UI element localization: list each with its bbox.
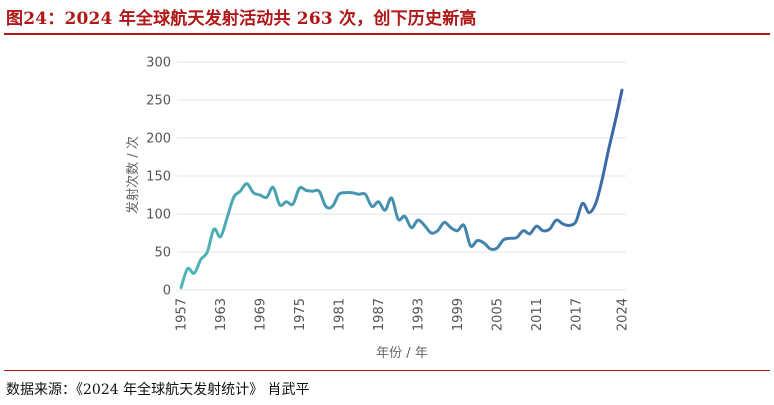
x-tick-label: 2017 xyxy=(569,298,584,331)
x-tick-label: 2011 xyxy=(530,298,545,331)
y-tick-label: 200 xyxy=(146,132,171,147)
source-note: 数据来源：《2024 年全球航天发射统计》 肖武平 xyxy=(6,382,310,398)
x-tick-label: 1975 xyxy=(293,298,308,331)
y-axis-label: 发射次数 / 次 xyxy=(125,136,141,214)
x-tick-label: 1963 xyxy=(214,298,229,331)
x-tick-label: 2005 xyxy=(490,298,505,331)
y-tick-label: 300 xyxy=(146,56,171,71)
launch-count-line xyxy=(179,88,624,290)
y-tick-label: 0 xyxy=(163,284,171,299)
source-rule xyxy=(4,370,770,371)
y-tick-labels: 0 50 100 150 200 250 300 xyxy=(146,56,171,299)
x-tick-label: 1957 xyxy=(175,298,190,331)
x-tick-label: 1993 xyxy=(411,298,426,331)
y-tick-label: 50 xyxy=(154,246,171,261)
x-tick-label: 1969 xyxy=(253,298,268,331)
y-tick-label: 250 xyxy=(146,94,171,109)
x-tick-label: 1999 xyxy=(451,298,466,331)
gridlines xyxy=(177,61,626,291)
x-tick-label: 1987 xyxy=(372,298,387,331)
x-tick-labels: 1957 1963 1969 1975 1981 1987 1993 1999 2005 2011… xyxy=(175,298,631,331)
x-tick-label: 1981 xyxy=(332,298,347,331)
y-tick-label: 150 xyxy=(146,170,171,185)
x-tick-label: 2024 xyxy=(616,298,631,331)
title-rule xyxy=(4,33,770,35)
figure-title: 图24：2024 年全球航天发射活动共 263 次，创下历史新高 xyxy=(6,9,477,29)
x-axis-label: 年份 / 年 xyxy=(376,346,428,361)
y-tick-label: 100 xyxy=(146,208,171,223)
